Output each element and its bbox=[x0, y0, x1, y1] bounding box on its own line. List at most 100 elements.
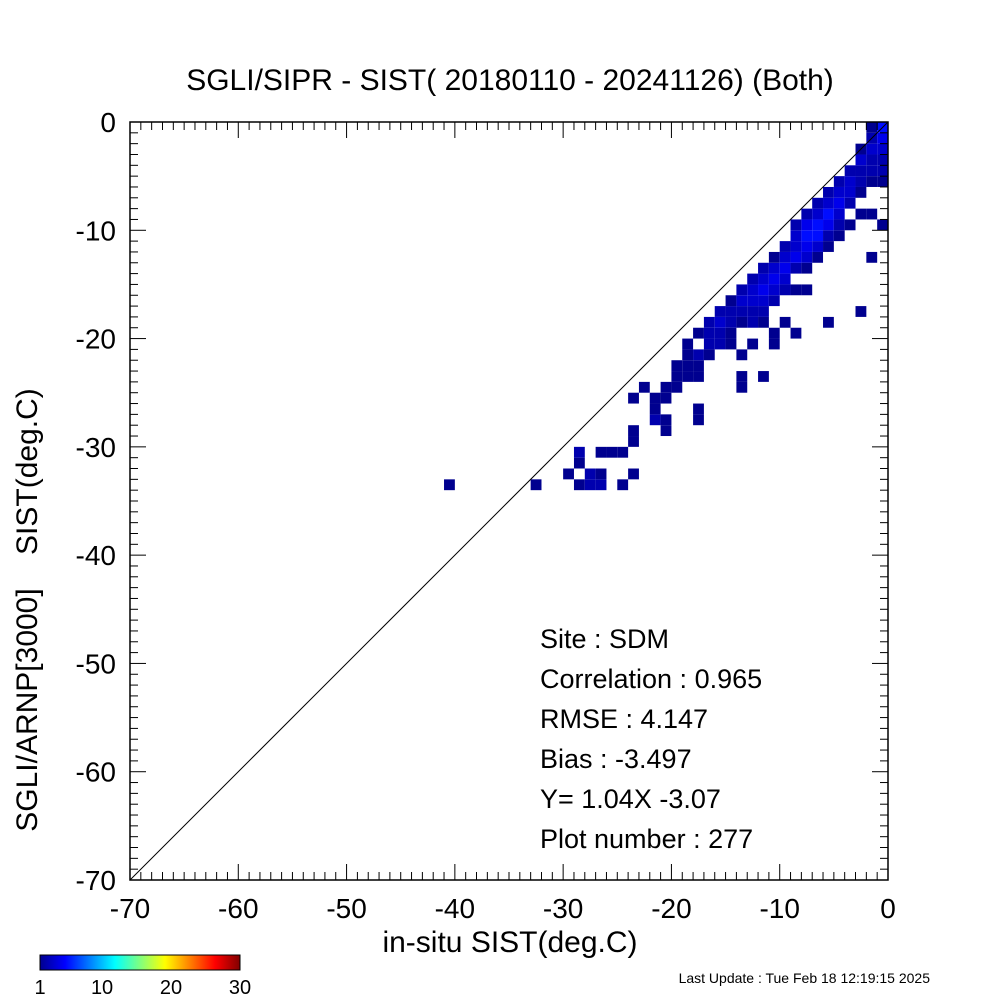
density-cell bbox=[866, 154, 878, 166]
density-cell bbox=[812, 251, 824, 263]
density-cell bbox=[649, 414, 661, 426]
density-cell bbox=[682, 371, 694, 382]
density-cell bbox=[714, 316, 726, 328]
y-tick-label: -40 bbox=[76, 540, 116, 571]
density-cell bbox=[877, 165, 888, 177]
density-cell bbox=[768, 273, 780, 285]
x-tick-label: -20 bbox=[651, 893, 691, 924]
density-cell bbox=[649, 403, 661, 415]
density-cell bbox=[877, 176, 888, 187]
density-cell bbox=[768, 262, 780, 274]
density-cell bbox=[714, 327, 726, 339]
density-cell bbox=[703, 316, 715, 328]
density-cell bbox=[779, 284, 791, 296]
density-cell bbox=[812, 241, 824, 252]
stats-line: Site : SDM bbox=[540, 624, 669, 654]
density-cell bbox=[790, 241, 802, 252]
x-tick-label: -60 bbox=[218, 893, 258, 924]
density-cell bbox=[693, 414, 704, 426]
density-cell bbox=[779, 241, 791, 252]
density-cell bbox=[844, 219, 856, 231]
density-cell bbox=[866, 122, 878, 133]
density-cell bbox=[628, 468, 639, 480]
density-cell bbox=[790, 219, 802, 231]
density-cell bbox=[736, 306, 748, 317]
density-cell bbox=[703, 338, 715, 350]
density-cell bbox=[758, 273, 769, 285]
density-cell bbox=[725, 338, 737, 350]
colorbar bbox=[39, 954, 241, 971]
axis-ticks bbox=[129, 121, 889, 881]
density-cell bbox=[844, 186, 856, 198]
colorbar-tick-label: 30 bbox=[229, 977, 251, 999]
x-tick-label: -30 bbox=[543, 893, 583, 924]
density-cell bbox=[584, 479, 596, 491]
density-cell bbox=[628, 392, 639, 404]
density-cell bbox=[714, 306, 726, 317]
density-cell bbox=[747, 295, 759, 307]
density-cell bbox=[823, 197, 834, 209]
density-cell bbox=[725, 306, 737, 317]
density-cell bbox=[606, 446, 618, 458]
density-cell bbox=[758, 262, 769, 274]
density-cell bbox=[768, 251, 780, 263]
density-cell bbox=[736, 381, 748, 393]
density-cells bbox=[444, 122, 888, 491]
y-tick-label: -50 bbox=[76, 648, 116, 679]
density-cell bbox=[693, 371, 704, 382]
density-cell bbox=[617, 446, 629, 458]
density-cell bbox=[801, 241, 813, 252]
colorbar-tick-labels: 1 10 20 30 bbox=[34, 977, 251, 999]
density-cell bbox=[812, 208, 824, 220]
density-cell bbox=[855, 186, 867, 198]
density-cell bbox=[584, 468, 596, 480]
x-tick-label: 0 bbox=[880, 893, 896, 924]
density-cell bbox=[758, 295, 769, 307]
density-cell bbox=[758, 306, 769, 317]
density-cell bbox=[844, 197, 856, 209]
density-cell bbox=[866, 165, 878, 177]
density-cell bbox=[703, 327, 715, 339]
density-cell bbox=[747, 338, 759, 350]
density-cell bbox=[833, 219, 845, 231]
density-cell bbox=[628, 436, 639, 447]
density-cell bbox=[660, 414, 672, 426]
density-cell bbox=[682, 349, 694, 361]
density-cell bbox=[801, 284, 813, 296]
stats-line: Bias : -3.497 bbox=[540, 744, 692, 774]
stats-line: Plot number : 277 bbox=[540, 824, 753, 854]
density-cell bbox=[844, 165, 856, 177]
last-update: Last Update : Tue Feb 18 12:19:15 2025 bbox=[679, 970, 931, 986]
density-cell bbox=[855, 165, 867, 177]
density-cell bbox=[790, 262, 802, 274]
density-cell bbox=[671, 360, 683, 372]
density-cell bbox=[736, 316, 748, 328]
density-cell bbox=[779, 273, 791, 285]
density-cell bbox=[725, 295, 737, 307]
density-cell bbox=[671, 371, 683, 382]
density-cell bbox=[812, 197, 824, 209]
density-cell bbox=[660, 425, 672, 437]
stats-line: Correlation : 0.965 bbox=[540, 664, 762, 694]
density-cell bbox=[758, 371, 769, 382]
axis-tick-labels: -70 -60 -50 -40 -30 -20 -10 0 -70 -60 -50 -40 -30 -20… bbox=[76, 107, 896, 924]
chart-title: SGLI/SIPR - SIST( 20180110 - 20241126) (… bbox=[186, 64, 834, 97]
density-cell bbox=[866, 208, 878, 220]
density-cell bbox=[866, 251, 878, 263]
density-cell bbox=[833, 186, 845, 198]
density-cell bbox=[747, 273, 759, 285]
density-cell bbox=[768, 295, 780, 307]
x-tick-label: -70 bbox=[110, 893, 150, 924]
y-tick-label: 0 bbox=[100, 107, 116, 138]
density-cell bbox=[866, 176, 878, 187]
density-cell bbox=[844, 176, 856, 187]
colorbar-tick-label: 1 bbox=[34, 977, 45, 999]
density-cell bbox=[823, 316, 834, 328]
density-cell bbox=[573, 446, 585, 458]
density-cell bbox=[801, 230, 813, 242]
density-cell bbox=[714, 338, 726, 350]
y-tick-label: -60 bbox=[76, 757, 116, 788]
density-cell bbox=[758, 284, 769, 296]
x-tick-label: -40 bbox=[435, 893, 475, 924]
density-cell bbox=[877, 132, 888, 144]
